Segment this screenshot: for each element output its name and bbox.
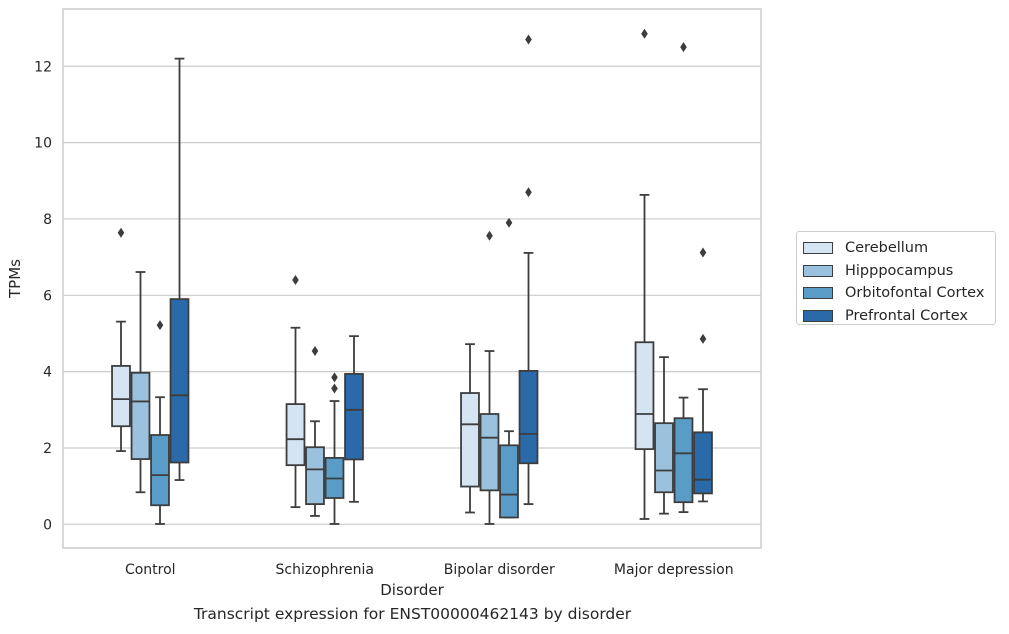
outlier-point	[486, 230, 493, 241]
box-cerebellum	[285, 275, 306, 509]
iqr-box	[130, 371, 151, 460]
legend-swatch	[803, 264, 833, 277]
legend-label: Prefrontal Cortex	[845, 307, 968, 324]
box-orbitofontal-cortex	[673, 42, 694, 514]
y-tick-label: 4	[43, 365, 52, 381]
legend-item: Prefrontal Cortex	[803, 305, 995, 328]
legend-swatch	[803, 242, 833, 255]
legend-item: Orbitofontal Cortex	[803, 282, 995, 305]
iqr-box	[673, 417, 694, 504]
iqr-box	[479, 413, 500, 492]
box-hipppocampus	[479, 230, 500, 525]
box-hipppocampus	[654, 356, 674, 515]
y-tick-label: 12	[34, 59, 52, 75]
outlier-point	[156, 320, 164, 331]
legend-label: Hipppocampus	[845, 262, 954, 279]
legend-item: Hipppocampus	[803, 260, 995, 283]
y-axis-label: TPMs	[6, 259, 24, 299]
box-prefrontal-cortex	[169, 57, 190, 481]
legend: Cerebellum Hipppocampus Orbitofontal Corte…	[796, 231, 996, 325]
box-cerebellum	[634, 28, 655, 520]
outlier-point	[292, 275, 299, 286]
y-tick-label: 2	[43, 441, 52, 457]
iqr-box	[150, 434, 170, 507]
x-tick-label: Major depression	[614, 562, 734, 578]
iqr-box	[634, 341, 655, 451]
box-cerebellum	[111, 227, 131, 452]
legend-label: Orbitofontal Cortex	[845, 285, 985, 302]
iqr-box	[305, 446, 325, 506]
y-tick-label: 8	[43, 212, 52, 228]
outlier-point	[699, 333, 707, 344]
outlier-point	[680, 42, 687, 53]
iqr-box	[460, 392, 480, 488]
y-tick-label: 6	[43, 288, 52, 304]
outlier-point	[525, 187, 532, 198]
plot-frame	[62, 8, 762, 549]
outlier-point	[699, 247, 707, 258]
legend-swatch	[803, 287, 833, 300]
outlier-point	[525, 34, 532, 45]
legend-label: Cerebellum	[845, 240, 929, 257]
outlier-point	[117, 227, 125, 238]
box-prefrontal-cortex	[693, 247, 713, 503]
iqr-box	[654, 422, 674, 494]
outlier-point	[331, 383, 338, 394]
legend-swatch	[803, 309, 833, 322]
iqr-box	[111, 365, 131, 428]
box-hipppocampus	[130, 271, 151, 494]
box-prefrontal-cortex	[344, 335, 364, 503]
x-tick-label: Bipolar disorder	[444, 562, 555, 578]
iqr-box	[693, 431, 713, 495]
x-tick-labels: Control Schizophrenia Bipolar disorder Majo…	[125, 562, 734, 578]
y-tick-labels: 0 2 4 6 8 10 12	[34, 59, 52, 533]
x-tick-label: Control	[125, 562, 176, 578]
y-tick-label: 0	[43, 517, 52, 533]
outlier-point	[331, 372, 338, 383]
iqr-box	[285, 403, 306, 467]
iqr-box	[518, 369, 539, 465]
legend-item: Cerebellum	[803, 237, 995, 260]
y-tick-label: 10	[34, 136, 52, 152]
iqr-box	[499, 444, 519, 519]
box-orbitofontal-cortex	[150, 320, 170, 525]
box-orbitofontal-cortex	[499, 217, 519, 519]
x-axis-label: Disorder	[380, 581, 444, 599]
iqr-box	[169, 298, 190, 464]
iqr-box	[344, 373, 364, 461]
box-orbitofontal-cortex	[324, 372, 345, 525]
outlier-point	[641, 28, 648, 39]
box-hipppocampus	[305, 346, 325, 517]
outlier-point	[311, 346, 319, 357]
box-prefrontal-cortex	[518, 34, 539, 506]
box-cerebellum	[460, 343, 480, 514]
outlier-point	[505, 217, 513, 228]
boxes	[111, 28, 713, 525]
x-tick-label: Schizophrenia	[276, 562, 374, 578]
figure-caption: Transcript expression for ENST0000046214…	[193, 605, 632, 623]
